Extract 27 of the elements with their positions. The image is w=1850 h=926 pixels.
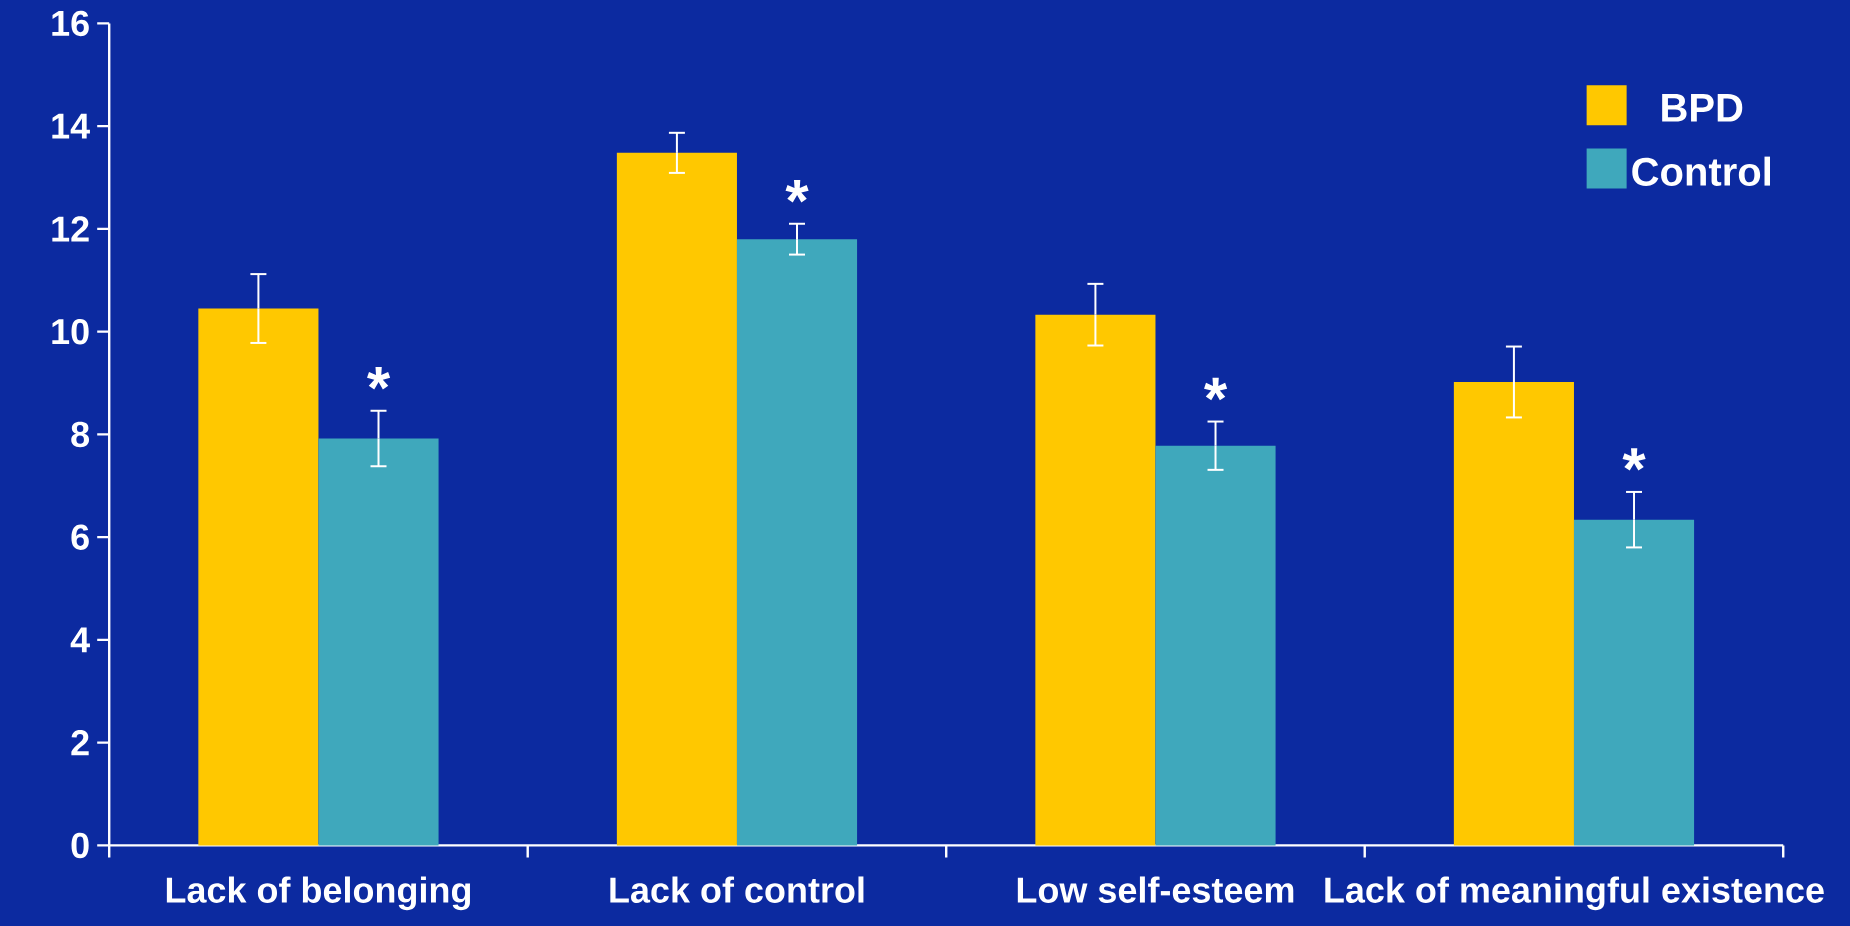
- y-tick-label: 6: [71, 524, 89, 550]
- bar: [1035, 314, 1156, 846]
- x-tick-label: Lack of meaningful existence: [1325, 876, 1824, 911]
- y-tick-label: 8: [71, 421, 90, 448]
- y-tick-label: 12: [52, 216, 89, 242]
- annotation: *: [785, 180, 809, 203]
- annotation: *: [367, 367, 391, 390]
- y-tick-label: 14: [52, 113, 90, 139]
- x-tick-label: Lack of belonging: [166, 876, 471, 911]
- y-tick-label: 16: [52, 10, 89, 37]
- x-tick-label: Low self-esteem: [1017, 876, 1294, 903]
- annotation: *: [1622, 448, 1646, 471]
- y-tick-label: 4: [70, 627, 90, 653]
- legend-label: BPD: [1662, 94, 1743, 122]
- bar: [1573, 519, 1695, 846]
- y-tick-label: 10: [52, 318, 89, 345]
- bar: [318, 438, 439, 846]
- bar: [1453, 382, 1574, 846]
- bar: [1155, 445, 1276, 846]
- bar: [198, 308, 319, 846]
- x-tick-label: Lack of control: [610, 876, 864, 903]
- y-tick-label: 2: [71, 730, 89, 756]
- legend-label: Control: [1632, 156, 1770, 186]
- y-tick-label: 0: [71, 832, 89, 859]
- bar: [736, 239, 858, 846]
- annotation: *: [1204, 377, 1228, 401]
- bar: [616, 152, 737, 846]
